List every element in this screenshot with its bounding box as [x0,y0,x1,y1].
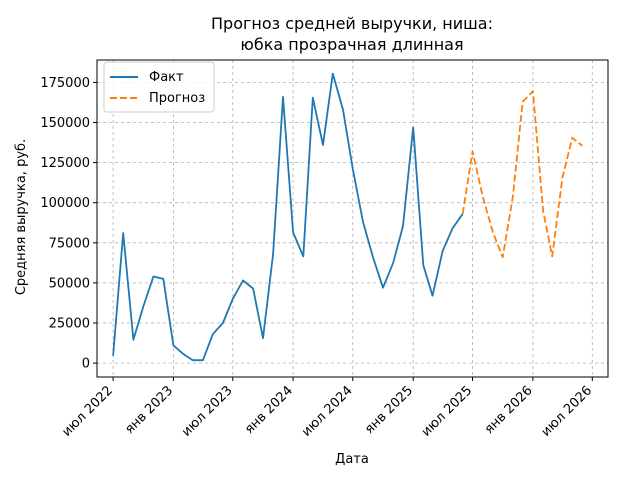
x-tick-label: июл 2025 [419,383,476,440]
y-tick-label: 50000 [49,276,90,291]
legend-box [103,61,215,113]
y-tick-label: 125000 [40,156,90,171]
x-tick-label: июл 2023 [179,383,236,440]
x-tick-label: янв 2023 [122,383,176,437]
y-tick-label: 175000 [40,76,90,91]
legend: Факт Прогноз [103,61,215,113]
series-line-forecast [461,90,583,259]
legend-label-fact: Факт [149,70,184,85]
y-tick-label: 75000 [49,236,90,251]
series-line-fact [112,72,464,362]
ticks-layer: 0 25000 50000 75000 100000 125000 150000 175000… [40,76,595,440]
x-tick-label: янв 2024 [242,383,296,437]
x-tick-label: янв 2025 [362,383,416,437]
x-tick-label: янв 2026 [482,383,536,437]
y-tick-label: 25000 [49,317,90,332]
y-tick-label: 150000 [40,116,90,131]
chart-title-line-1: Прогноз средней выручки, ниша: [211,14,493,33]
legend-label-forecast: Прогноз [149,91,205,106]
y-axis-label: Средняя выручка, руб. [14,139,29,295]
x-tick-label: июл 2022 [59,383,116,440]
y-tick-label: 0 [82,357,90,372]
chart-title-line-2: юбка прозрачная длинная [240,35,463,54]
x-tick-label: июл 2024 [299,383,356,440]
x-tick-label: июл 2026 [539,383,596,440]
y-tick-label: 100000 [40,196,90,211]
series-layer [112,72,583,362]
x-axis-label: Дата [335,452,369,467]
